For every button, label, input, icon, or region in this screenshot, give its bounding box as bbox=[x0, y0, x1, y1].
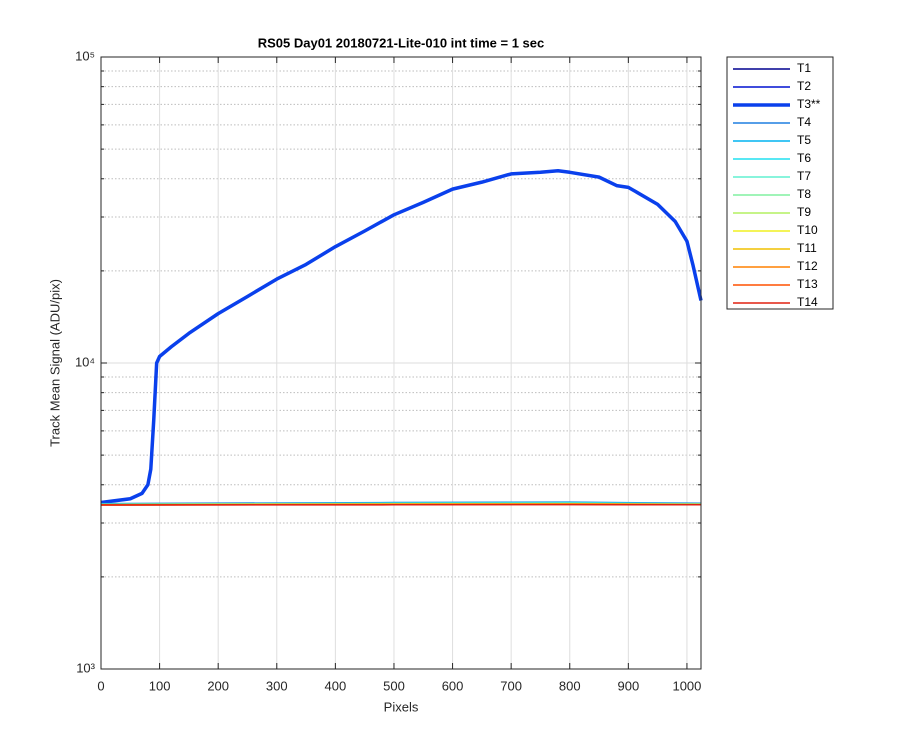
legend-label: T5 bbox=[797, 133, 811, 147]
y-axis-label: Track Mean Signal (ADU/pix) bbox=[47, 279, 62, 447]
x-tick-label: 1000 bbox=[672, 678, 701, 693]
x-tick-label: 700 bbox=[500, 678, 522, 693]
legend-label: T3** bbox=[797, 97, 821, 111]
x-tick-label: 200 bbox=[207, 678, 229, 693]
legend-label: T12 bbox=[797, 259, 818, 273]
x-tick-label: 300 bbox=[266, 678, 288, 693]
legend-label: T14 bbox=[797, 295, 818, 309]
y-tick-label: 10⁵ bbox=[75, 48, 95, 63]
plot-frame bbox=[100, 56, 702, 670]
chart-title: RS05 Day01 20180721-Lite-010 int time = … bbox=[258, 35, 545, 50]
legend-label: T6 bbox=[797, 151, 811, 165]
data-line bbox=[100, 168, 703, 505]
x-tick-label: 400 bbox=[325, 678, 347, 693]
x-tick-label: 500 bbox=[383, 678, 405, 693]
legend-label: T8 bbox=[797, 187, 811, 201]
x-tick-label: 900 bbox=[617, 678, 639, 693]
legend-label: T9 bbox=[797, 205, 811, 219]
legend-label: T11 bbox=[797, 241, 817, 255]
y-tick-label: 10⁴ bbox=[75, 354, 95, 369]
legend-label: T1 bbox=[797, 61, 811, 75]
x-tick-label: 800 bbox=[559, 678, 581, 693]
legend-label: T10 bbox=[797, 223, 818, 237]
x-tick-label: 100 bbox=[149, 678, 171, 693]
y-tick-label: 10³ bbox=[76, 660, 95, 675]
legend-label: T7 bbox=[797, 169, 811, 183]
legend-label: T13 bbox=[797, 277, 818, 291]
x-axis-label: Pixels bbox=[384, 699, 419, 714]
legend-label: T4 bbox=[797, 115, 811, 129]
legend-label: T2 bbox=[797, 79, 811, 93]
x-tick-label: 0 bbox=[97, 678, 104, 693]
x-tick-label: 600 bbox=[442, 678, 464, 693]
